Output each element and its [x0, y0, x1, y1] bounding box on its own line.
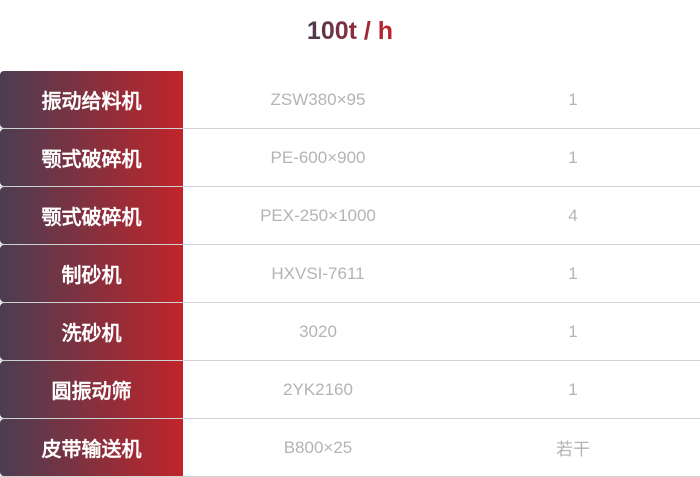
equipment-qty: 1 — [568, 321, 578, 341]
equipment-name: 制砂机 — [0, 245, 183, 302]
equipment-model: PE-600×900 — [270, 147, 366, 167]
capacity-title-text: 100t / h — [306, 17, 394, 45]
table-row: 皮带输送机 B800×25 若干 — [0, 419, 700, 477]
table-row: 制砂机 HXVSI-7611 1 — [0, 245, 700, 303]
capacity-title: 100t / h — [0, 14, 700, 48]
equipment-qty: 1 — [568, 263, 578, 283]
equipment-name: 颚式破碎机 — [0, 129, 183, 186]
equipment-model: ZSW380×95 — [270, 89, 366, 109]
equipment-qty: 若干 — [556, 440, 590, 459]
equipment-name: 颚式破碎机 — [0, 187, 183, 244]
equipment-qty: 4 — [568, 205, 578, 225]
table-row: 振动给料机 ZSW380×95 1 — [0, 71, 700, 129]
table-row: 颚式破碎机 PE-600×900 1 — [0, 129, 700, 187]
equipment-qty: 1 — [568, 379, 578, 399]
equipment-model: PEX-250×1000 — [260, 205, 376, 225]
equipment-model: 2YK2160 — [283, 379, 353, 399]
equipment-name: 圆振动筛 — [0, 361, 183, 418]
equipment-model: B800×25 — [283, 437, 353, 457]
equipment-name: 洗砂机 — [0, 303, 183, 360]
equipment-model: 3020 — [299, 321, 337, 341]
equipment-model: HXVSI-7611 — [271, 263, 365, 283]
table-row: 圆振动筛 2YK2160 1 — [0, 361, 700, 419]
table-row: 颚式破碎机 PEX-250×1000 4 — [0, 187, 700, 245]
equipment-name: 皮带输送机 — [0, 419, 183, 476]
equipment-name: 振动给料机 — [0, 71, 183, 128]
equipment-table: 振动给料机 ZSW380×95 1 颚式破碎机 PE-600×900 1 颚式破碎机 PE… — [0, 71, 700, 477]
table-row: 洗砂机 3020 1 — [0, 303, 700, 361]
equipment-qty: 1 — [568, 89, 578, 109]
equipment-qty: 1 — [568, 147, 578, 167]
